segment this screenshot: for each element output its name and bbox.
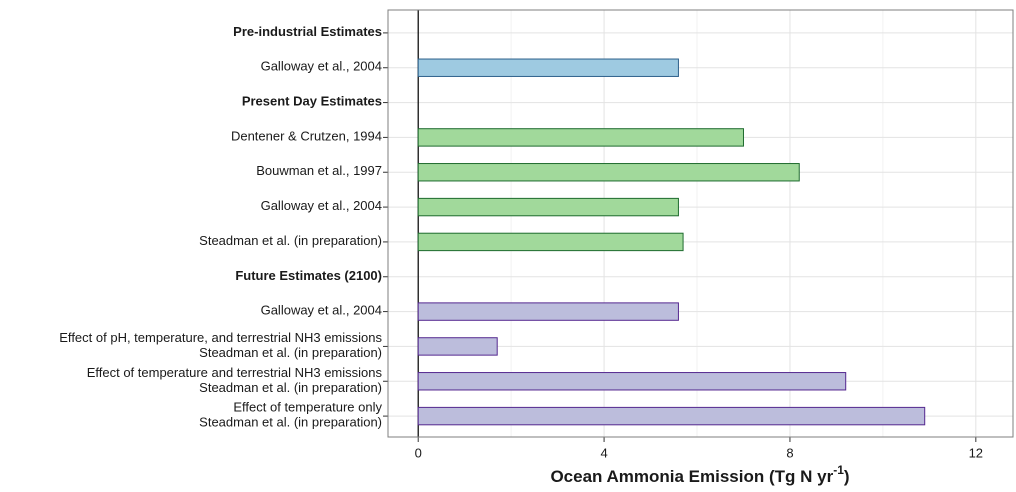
bar — [417, 337, 498, 356]
x-tick-label: 4 — [600, 445, 607, 460]
y-label-line: Galloway et al., 2004 — [261, 59, 382, 74]
y-tick-label: Future Estimates (2100) — [235, 268, 382, 283]
y-label-line: Present Day Estimates — [242, 94, 382, 109]
y-label-line: Steadman et al. (in preparation) — [199, 415, 382, 430]
y-tick-label: Galloway et al., 2004 — [261, 59, 382, 74]
bar — [417, 197, 679, 217]
y-tick-label: Dentener & Crutzen, 1994 — [231, 129, 382, 144]
y-tick-label: Steadman et al. (in preparation) — [199, 233, 382, 248]
bar — [417, 372, 847, 391]
y-label-line: Bouwman et al., 1997 — [256, 164, 382, 179]
y-tick-label: Present Day Estimates — [242, 94, 382, 109]
y-label-line: Galloway et al., 2004 — [261, 199, 382, 214]
x-label-main: Ocean Ammonia Emission (Tg N yr — [550, 467, 833, 486]
y-tick-label: Galloway et al., 2004 — [261, 303, 382, 318]
y-label-line: Dentener & Crutzen, 1994 — [231, 129, 382, 144]
x-tick-label: 8 — [786, 445, 793, 460]
y-tick-label: Bouwman et al., 1997 — [256, 164, 382, 179]
x-label-end: ) — [844, 467, 850, 486]
bar — [417, 128, 744, 147]
y-tick-label: Effect of pH, temperature, and terrestri… — [59, 330, 382, 360]
x-tick-label: 0 — [415, 445, 422, 460]
bar — [417, 232, 684, 252]
y-label-line: Effect of temperature and terrestrial NH… — [87, 365, 383, 380]
y-label-line: Effect of pH, temperature, and terrestri… — [59, 330, 382, 345]
bar — [417, 406, 926, 426]
y-label-line: Pre-industrial Estimates — [233, 24, 382, 39]
y-label-line: Steadman et al. (in preparation) — [199, 345, 382, 360]
y-label-line: Steadman et al. (in preparation) — [199, 380, 382, 395]
x-tick-label: 12 — [969, 445, 983, 460]
y-tick-label: Pre-industrial Estimates — [233, 24, 382, 39]
y-label-line: Future Estimates (2100) — [235, 268, 382, 283]
x-axis-label: Ocean Ammonia Emission (Tg N yr-1) — [550, 463, 849, 486]
bar — [417, 302, 679, 321]
x-label-sup: -1 — [833, 463, 844, 477]
y-tick-label: Effect of temperature only Steadman et al… — [199, 400, 382, 430]
y-tick-label: Effect of temperature and terrestrial NH… — [87, 365, 383, 395]
plot-border — [387, 9, 1014, 438]
y-label-line: Galloway et al., 2004 — [261, 303, 382, 318]
y-label-line: Steadman et al. (in preparation) — [199, 233, 382, 248]
bar — [417, 58, 679, 77]
y-label-line: Effect of temperature only — [233, 400, 382, 415]
bar — [417, 163, 800, 182]
y-tick-label: Galloway et al., 2004 — [261, 199, 382, 214]
